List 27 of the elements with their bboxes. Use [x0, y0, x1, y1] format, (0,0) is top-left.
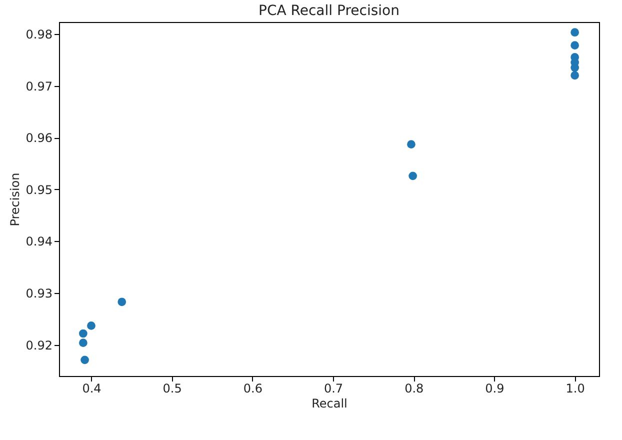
point [408, 172, 418, 180]
x-tick-label: 0.8 [404, 382, 424, 396]
x-tick-label: 0.6 [243, 382, 262, 396]
y-tick-label: 0.92 [26, 338, 52, 352]
x-tick-label: 0.7 [324, 382, 344, 396]
x-axis-title: Recall [312, 396, 348, 410]
point [570, 28, 580, 37]
point [78, 329, 88, 338]
point [80, 356, 89, 364]
x-tick-label: 0.5 [162, 382, 182, 396]
point [78, 338, 88, 348]
y-tick-label: 0.98 [26, 27, 52, 42]
point [118, 298, 126, 306]
point [407, 140, 416, 148]
y-tick-label: 0.95 [26, 182, 52, 197]
x-tick-label: 0.9 [485, 382, 504, 396]
y-tick-label: 0.94 [26, 234, 52, 249]
y-axis-title: Precision [8, 172, 22, 226]
y-tick-label: 0.93 [26, 286, 52, 301]
x-tick-label: 0.4 [82, 382, 102, 396]
point [87, 322, 96, 330]
point [570, 41, 580, 50]
y-tick-label: 0.97 [26, 79, 52, 94]
point [570, 71, 580, 80]
y-tick-label: 0.96 [26, 131, 52, 146]
chart-title: PCA Recall Precision [258, 3, 400, 19]
x-tick-label: 1.0 [566, 382, 585, 396]
